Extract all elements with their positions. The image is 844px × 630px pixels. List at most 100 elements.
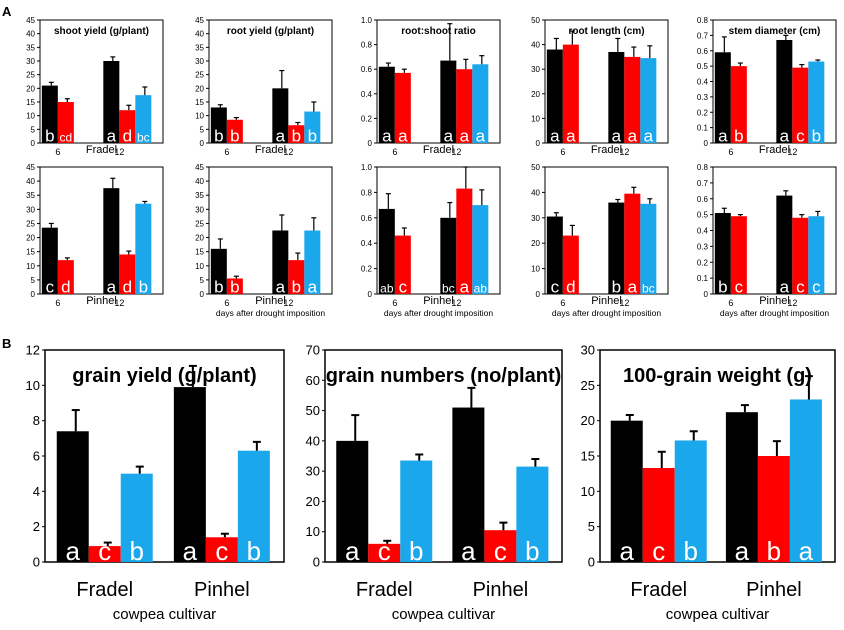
significance-letter: d	[566, 278, 575, 297]
bar-s2-6	[394, 72, 411, 143]
plot-frame	[39, 166, 164, 295]
y-tick-label: 0.8	[697, 16, 709, 25]
y-tick-label: 20	[26, 234, 35, 243]
significance-letter: c	[652, 536, 665, 566]
y-tick-label: 0.6	[697, 195, 709, 204]
category-label: 6	[560, 147, 565, 157]
bar-s2-12	[624, 193, 641, 294]
bar-s3-12	[304, 111, 321, 143]
significance-letter: c	[796, 127, 805, 146]
y-tick-label: 0.6	[361, 65, 373, 74]
y-tick-label: 20	[531, 239, 540, 248]
bar-s1-12	[272, 230, 289, 294]
y-tick-label: 12	[26, 343, 40, 358]
significance-letter: cd	[59, 131, 72, 145]
bar-s3-12	[135, 203, 152, 294]
y-tick-label: 5	[200, 125, 205, 134]
bar-s1-12	[776, 195, 793, 294]
x-axis-title: cowpea cultivar	[113, 606, 216, 623]
significance-letter: b	[214, 278, 223, 297]
significance-letter: ab	[380, 282, 394, 296]
y-tick-label: 0	[536, 290, 541, 299]
category-label: 6	[728, 298, 733, 308]
y-tick-label: 5	[31, 276, 36, 285]
significance-letter: c	[98, 536, 111, 566]
category-label: 6	[392, 147, 397, 157]
significance-letter: a	[398, 127, 408, 146]
significance-letter: c	[378, 536, 391, 566]
y-tick-label: 15	[195, 98, 204, 107]
y-tick-label: 35	[195, 43, 204, 52]
bar-s3-12	[472, 64, 489, 143]
y-tick-label: 30	[195, 57, 204, 66]
x-axis-title: days after drought imposition	[720, 308, 829, 318]
category-label: Pinhel	[194, 579, 250, 601]
y-tick-label: 0	[31, 290, 36, 299]
y-tick-label: 35	[26, 191, 35, 200]
y-tick-label: 25	[26, 71, 35, 80]
significance-letter: b	[230, 278, 239, 297]
bar-s1-6	[210, 248, 227, 294]
y-tick-label: 0.7	[697, 31, 709, 40]
y-tick-label: 1.0	[361, 163, 373, 172]
bar-s1-12	[440, 60, 457, 144]
category-label: 6	[55, 147, 60, 157]
significance-letter: a	[461, 536, 476, 566]
y-tick-label: 5	[200, 276, 205, 285]
plot-frame	[208, 19, 333, 144]
significance-letter: b	[45, 127, 54, 146]
category-label: 12	[619, 147, 629, 157]
significance-letter: c	[796, 278, 805, 297]
significance-letter: a	[550, 127, 560, 146]
panel-label-b: B	[2, 336, 11, 351]
y-tick-label: 0.2	[697, 258, 709, 267]
significance-letter: a	[476, 127, 486, 146]
y-tick-label: 45	[26, 163, 35, 172]
significance-letter: ab	[474, 282, 488, 296]
bar-s2-12	[119, 254, 136, 294]
y-tick-label: 40	[306, 433, 320, 448]
bar-s3-12	[135, 95, 152, 143]
y-tick-label: 0.7	[697, 179, 709, 188]
y-tick-label: 0.2	[361, 265, 373, 274]
bar-s1-6	[546, 49, 563, 143]
category-label: 6	[224, 298, 229, 308]
cultivar-label: Fradel	[255, 144, 286, 156]
significance-letter: a	[628, 278, 638, 297]
y-tick-label: 40	[195, 177, 204, 186]
category-label: Fradel	[630, 579, 687, 601]
plot-frame	[376, 166, 501, 295]
bar-s2-Fradel	[88, 546, 121, 562]
y-tick-label: 50	[531, 163, 540, 172]
category-label: 12	[283, 147, 293, 157]
y-tick-label: 10	[531, 114, 540, 123]
category-label: 12	[787, 147, 797, 157]
significance-letter: b	[214, 127, 223, 146]
bar-s1-Pinhel	[452, 407, 485, 562]
y-tick-label: 0.1	[697, 274, 709, 283]
y-tick-label: 10	[306, 524, 320, 539]
bar-s2-12	[624, 56, 641, 143]
y-tick-label: 10	[195, 112, 204, 121]
y-tick-label: 0.2	[697, 108, 709, 117]
bar-s1-6	[714, 52, 731, 143]
chart-title: stem diameter (cm)	[729, 26, 821, 37]
y-tick-label: 40	[531, 188, 540, 197]
y-tick-label: 4	[33, 484, 40, 499]
bar-s2-6	[394, 235, 411, 294]
bar-s2-6	[562, 235, 579, 294]
significance-letter: a	[276, 127, 286, 146]
bar-s1-6	[378, 66, 395, 143]
y-tick-label: 15	[26, 98, 35, 107]
y-tick-label: 0.5	[697, 62, 709, 71]
significance-letter: b	[767, 536, 781, 566]
category-label: 6	[224, 147, 229, 157]
chart-title: root yield (g/plant)	[227, 26, 314, 37]
significance-letter: d	[123, 278, 132, 297]
bar-s1-6	[546, 216, 563, 294]
